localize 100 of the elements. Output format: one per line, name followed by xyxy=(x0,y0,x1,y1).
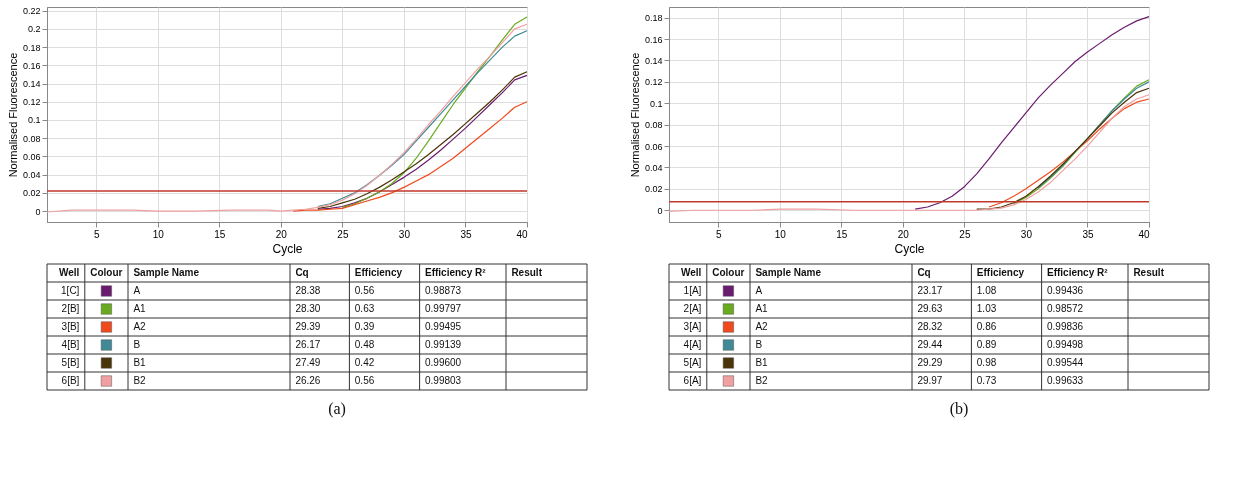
y-tick-label: 0 xyxy=(657,205,663,216)
text: 0.39 xyxy=(354,321,375,332)
text: 29.97 xyxy=(917,375,943,386)
text: 29.39 xyxy=(295,321,321,332)
x-tick-label: 10 xyxy=(774,228,787,240)
x-tick-label: 35 xyxy=(1082,228,1094,240)
y-tick-label: 0.06 xyxy=(22,151,41,162)
text: 6[B] xyxy=(61,375,80,386)
text: 4[B] xyxy=(61,339,80,350)
text: 23.17 xyxy=(917,285,943,296)
text: 0.99544 xyxy=(1047,357,1084,368)
y-tick-label: 0.12 xyxy=(22,97,41,108)
text: 29.63 xyxy=(917,303,943,314)
x-tick-label: 20 xyxy=(897,228,910,240)
line-series xyxy=(341,16,528,209)
x-tick-label: 25 xyxy=(337,228,349,240)
text: Cq xyxy=(917,267,931,278)
x-tick-label: 5 xyxy=(715,228,722,240)
y-tick-label: 0.02 xyxy=(22,188,41,199)
y-axis-title: Normalised Fluorescence xyxy=(628,52,641,178)
text: 0.48 xyxy=(354,339,375,350)
y-tick-label: 0.18 xyxy=(644,13,663,24)
text: 27.49 xyxy=(295,357,321,368)
text: 0.63 xyxy=(354,303,375,314)
legend-label: B2 xyxy=(755,375,769,386)
y-tick-label: 0.06 xyxy=(644,141,663,152)
text: 4[A] xyxy=(683,339,702,350)
text: (a) xyxy=(328,400,346,418)
text: 1[A] xyxy=(683,285,702,296)
line-series xyxy=(292,101,528,212)
text: 0.98 xyxy=(976,357,997,368)
text: Efficiency xyxy=(976,267,1025,278)
legend-label: B1 xyxy=(755,357,769,368)
text: 0.73 xyxy=(976,375,997,386)
legend-label: A2 xyxy=(755,321,769,332)
text: Well xyxy=(681,267,702,278)
legend-label: A2 xyxy=(133,321,147,332)
text: 0.98873 xyxy=(425,285,462,296)
x-tick-label: 25 xyxy=(959,228,971,240)
text: 0.86 xyxy=(976,321,997,332)
text: Efficiency R² xyxy=(1047,267,1109,278)
text: Colour xyxy=(712,267,745,278)
text: 29.29 xyxy=(917,357,943,368)
text: Result xyxy=(511,267,543,278)
legend-label: A xyxy=(755,285,763,296)
legend-label: A1 xyxy=(133,303,147,314)
line-series xyxy=(668,94,1150,212)
text: 26.26 xyxy=(295,375,321,386)
y-tick-label: 0.16 xyxy=(22,60,41,71)
y-tick-label: 0.16 xyxy=(644,34,663,45)
text: 28.38 xyxy=(295,285,321,296)
text: 0.56 xyxy=(354,375,375,386)
text: 0.99797 xyxy=(425,303,462,314)
text: 5[A] xyxy=(683,357,702,368)
text: Efficiency R² xyxy=(425,267,487,278)
legend-label: B2 xyxy=(133,375,147,386)
y-tick-label: 0.1 xyxy=(27,115,41,126)
text: 0.89 xyxy=(976,339,997,350)
text: (b) xyxy=(949,400,969,418)
text: 28.32 xyxy=(917,321,943,332)
text: 0.99600 xyxy=(425,357,462,368)
text: 6[A] xyxy=(683,375,702,386)
y-tick-label: 0.1 xyxy=(649,98,663,109)
legend-label: A1 xyxy=(755,303,769,314)
text: 28.30 xyxy=(295,303,321,314)
x-tick-label: 40 xyxy=(1138,228,1150,240)
x-tick-label: 30 xyxy=(398,228,411,240)
text: Colour xyxy=(90,267,123,278)
text: 0.99836 xyxy=(1047,321,1084,332)
text: 0.99633 xyxy=(1047,375,1084,386)
x-tick-label: 30 xyxy=(1020,228,1033,240)
y-tick-label: 0.08 xyxy=(644,120,663,131)
text: Cq xyxy=(295,267,309,278)
legend-label: B xyxy=(755,339,763,350)
y-tick-label: 0 xyxy=(35,206,41,217)
text: 0.42 xyxy=(354,357,375,368)
y-tick-label: 0.04 xyxy=(22,170,41,181)
text: 0.99803 xyxy=(425,375,462,386)
legend-title: Sample Name xyxy=(755,267,822,278)
x-axis-title: Cycle xyxy=(894,241,925,256)
x-tick-label: 15 xyxy=(214,228,226,240)
y-tick-label: 0.12 xyxy=(644,77,663,88)
text: 0.99436 xyxy=(1047,285,1084,296)
legend-label: B xyxy=(133,339,141,350)
text: Result xyxy=(1133,267,1165,278)
text: 5[B] xyxy=(61,357,80,368)
y-tick-label: 0.22 xyxy=(22,6,41,17)
text: 3[A] xyxy=(683,321,702,332)
line-series xyxy=(988,98,1150,208)
text: Efficiency xyxy=(354,267,403,278)
x-tick-label: 5 xyxy=(93,228,100,240)
x-tick-label: 15 xyxy=(836,228,848,240)
x-tick-label: 40 xyxy=(516,228,528,240)
text: 0.56 xyxy=(354,285,375,296)
text: 3[B] xyxy=(61,321,80,332)
text: 1.03 xyxy=(976,303,997,314)
text: 2[A] xyxy=(683,303,702,314)
y-axis-title: Normalised Fluorescence xyxy=(6,52,19,178)
y-tick-label: 0.02 xyxy=(644,184,663,195)
text: Well xyxy=(59,267,80,278)
